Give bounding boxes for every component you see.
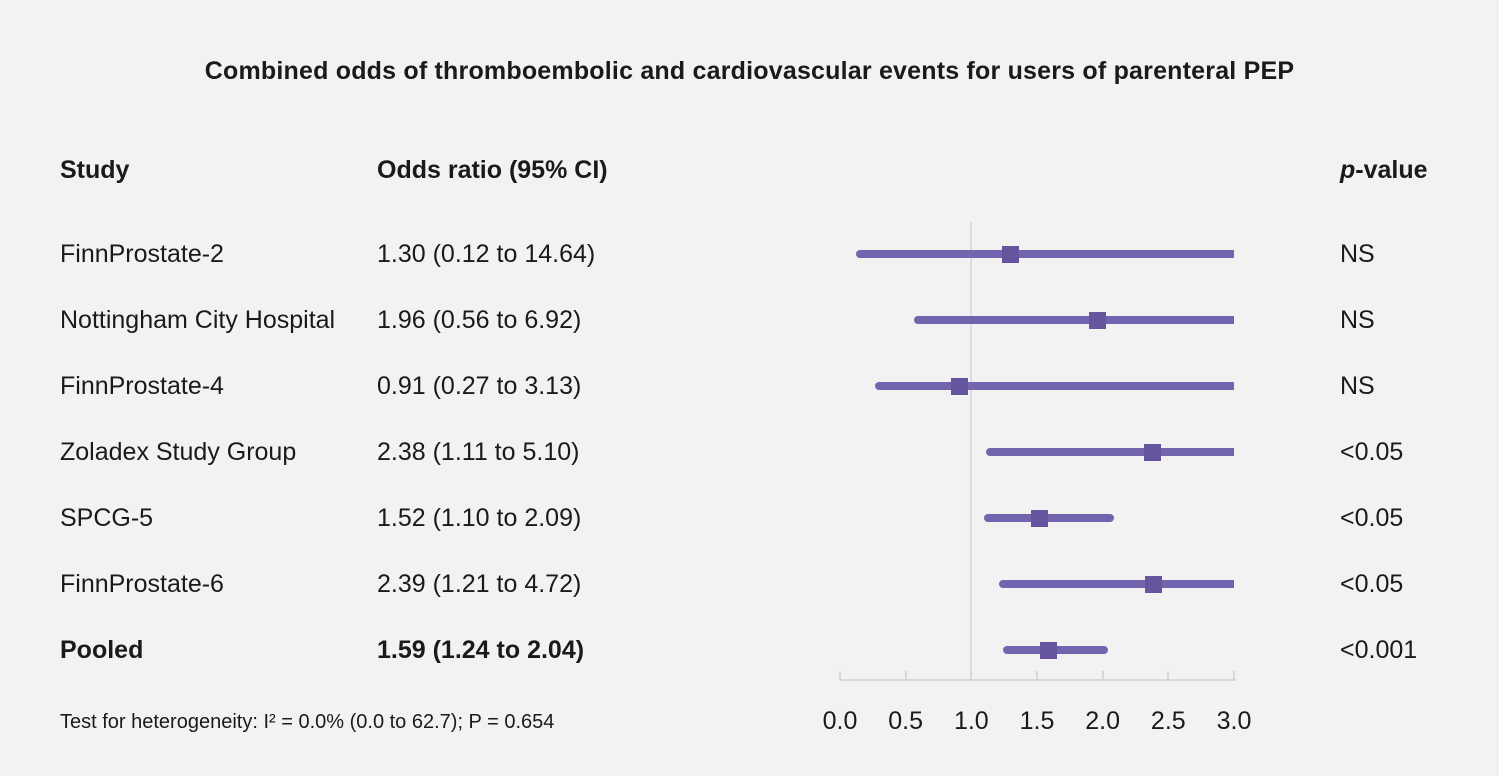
odds-ratio-value: 1.59 (1.24 to 2.04) [377, 636, 585, 664]
x-axis-tick-label: 2.0 [1085, 707, 1121, 735]
point-estimate-marker [951, 377, 968, 395]
study-label: Nottingham City Hospital [60, 306, 336, 334]
confidence-interval-line [985, 448, 1234, 456]
reference-line [970, 222, 973, 681]
study-label: Pooled [60, 636, 144, 664]
x-axis-tick-label: 1.5 [1019, 707, 1055, 735]
study-label: FinnProstate-2 [60, 240, 224, 268]
x-axis-tick-label: 0.0 [822, 707, 858, 735]
chart-title: Combined odds of thromboembolic and card… [204, 57, 1295, 85]
point-estimate-marker [1145, 575, 1163, 593]
x-axis-tick [1167, 671, 1170, 679]
odds-ratio-value: 2.38 (1.11 to 5.10) [377, 438, 580, 466]
odds-ratio-value: 1.52 (1.10 to 2.09) [377, 504, 582, 532]
x-axis-tick [1232, 671, 1235, 679]
confidence-interval-line [875, 382, 1234, 390]
x-axis-tick-label: 0.5 [888, 707, 924, 735]
p-value: <0.05 [1340, 570, 1404, 598]
study-label: Zoladex Study Group [60, 438, 297, 466]
odds-ratio-value: 0.91 (0.27 to 3.13) [377, 372, 582, 400]
p-value-header-rest: -value [1355, 156, 1428, 184]
confidence-interval-line [984, 514, 1115, 522]
x-axis-tick [904, 671, 907, 679]
p-value: <0.05 [1340, 504, 1404, 532]
p-value: NS [1340, 240, 1375, 268]
confidence-interval-line [855, 250, 1234, 258]
x-axis-tick-label: 3.0 [1216, 707, 1252, 735]
study-label: FinnProstate-6 [60, 570, 224, 598]
point-estimate-marker [1040, 641, 1058, 659]
p-value: NS [1340, 306, 1375, 334]
x-axis-tick [970, 671, 973, 679]
x-axis-tick [1101, 671, 1104, 679]
odds-ratio-value: 1.30 (0.12 to 14.64) [377, 240, 596, 268]
p-value-header-italic: p [1340, 156, 1356, 184]
point-estimate-marker [1002, 245, 1020, 263]
p-value: <0.001 [1340, 636, 1418, 664]
column-header-p-value: p-value [1340, 155, 1428, 185]
x-axis-tick [1035, 671, 1038, 679]
column-header-study: Study [60, 156, 130, 184]
column-header-odds-ratio: Odds ratio (95% CI) [377, 156, 608, 184]
x-axis-tick-label: 1.0 [953, 707, 989, 735]
heterogeneity-note: Test for heterogeneity: I² = 0.0% (0.0 t… [60, 711, 555, 733]
point-estimate-marker [1088, 311, 1106, 329]
confidence-interval-line [913, 316, 1234, 324]
x-axis-tick-label: 2.5 [1150, 707, 1186, 735]
p-value: NS [1340, 372, 1375, 400]
odds-ratio-value: 1.96 (0.56 to 6.92) [377, 306, 582, 334]
point-estimate-marker [1031, 509, 1049, 527]
study-label: SPCG-5 [60, 504, 154, 532]
p-value: <0.05 [1340, 438, 1404, 466]
odds-ratio-value: 2.39 (1.21 to 4.72) [377, 570, 582, 598]
confidence-interval-line [998, 580, 1234, 588]
x-axis-tick [839, 671, 841, 679]
x-axis-baseline [840, 679, 1236, 681]
point-estimate-marker [1144, 443, 1162, 461]
study-label: FinnProstate-4 [60, 372, 224, 400]
